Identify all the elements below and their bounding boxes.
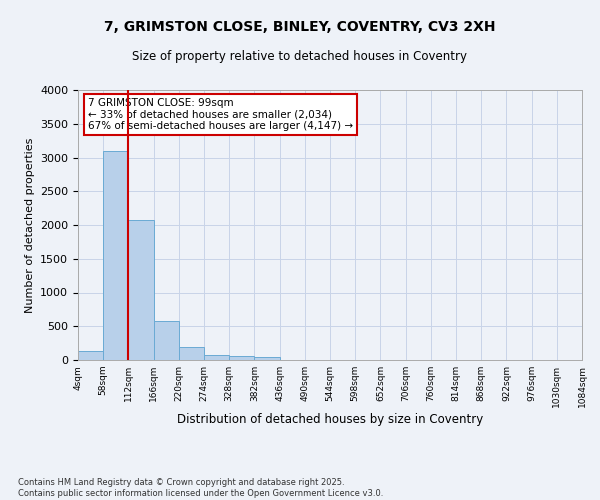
Text: Contains HM Land Registry data © Crown copyright and database right 2025.
Contai: Contains HM Land Registry data © Crown c… xyxy=(18,478,383,498)
X-axis label: Distribution of detached houses by size in Coventry: Distribution of detached houses by size … xyxy=(177,412,483,426)
Bar xyxy=(179,346,204,360)
Bar xyxy=(103,151,128,360)
Bar xyxy=(154,321,179,360)
Text: 7, GRIMSTON CLOSE, BINLEY, COVENTRY, CV3 2XH: 7, GRIMSTON CLOSE, BINLEY, COVENTRY, CV3… xyxy=(104,20,496,34)
Text: 7 GRIMSTON CLOSE: 99sqm
← 33% of detached houses are smaller (2,034)
67% of semi: 7 GRIMSTON CLOSE: 99sqm ← 33% of detache… xyxy=(88,98,353,132)
Bar xyxy=(78,351,103,360)
Y-axis label: Number of detached properties: Number of detached properties xyxy=(25,138,35,312)
Bar xyxy=(204,354,229,360)
Text: Size of property relative to detached houses in Coventry: Size of property relative to detached ho… xyxy=(133,50,467,63)
Bar xyxy=(229,356,254,360)
Bar xyxy=(254,357,280,360)
Bar xyxy=(128,220,154,360)
